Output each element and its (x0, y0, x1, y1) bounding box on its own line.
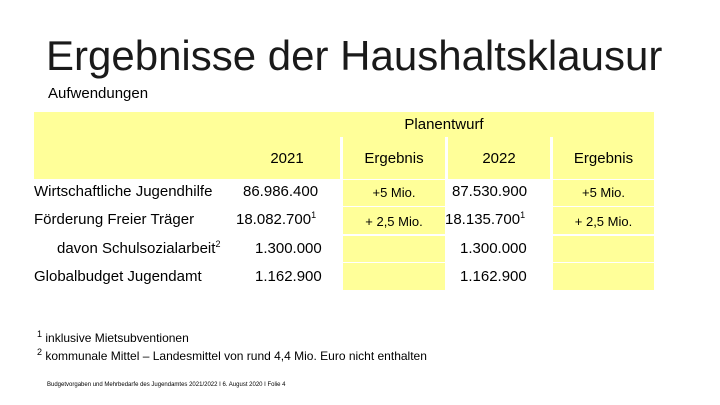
col-header-cell-2021 (234, 137, 340, 179)
footnote-mark: 1 (520, 210, 526, 220)
ergebnis-2021-row1: +5 Mio. (372, 185, 416, 200)
col-header-ergebnis-2021: Ergebnis (364, 150, 424, 167)
ergebnis-2021-row2: + 2,5 Mio. (365, 214, 423, 229)
cell-erg2022-row2 (553, 207, 654, 234)
slide-title: Ergebnisse der Haushaltsklausur (46, 32, 663, 79)
header-label-block (34, 137, 234, 179)
footnote-2: 2 kommunale Mittel – Landesmittel von ru… (37, 347, 427, 364)
value-2021-row4: 1.162.900 (255, 268, 322, 285)
col-header-2021: 2021 (270, 150, 304, 167)
value-2021-row3: 1.300.000 (255, 240, 322, 257)
cell-erg2022-row1 (553, 180, 654, 206)
row-label-globalbudget-jugendamt: Globalbudget Jugendamt (34, 268, 202, 285)
footnote-1: 1 inklusive Mietsubventionen (37, 329, 189, 346)
header-planentwurf: Planentwurf (404, 116, 484, 133)
footnote-mark: 2 (215, 239, 221, 249)
slide-subtitle: Aufwendungen (48, 85, 149, 102)
slide-footer: Budgetvorgaben und Mehrbedarfe des Jugen… (47, 382, 286, 388)
col-header-cell-2022 (448, 137, 550, 179)
value-2022-row4: 1.162.900 (460, 268, 527, 285)
header-band (34, 112, 654, 137)
cell-erg2022-row4 (553, 263, 654, 290)
col-header-2022: 2022 (482, 150, 516, 167)
value-2021-row1: 86.986.400 (243, 183, 319, 200)
row-label-foerderung-freier-traeger: Förderung Freier Träger (34, 211, 195, 228)
row-label-davon-schulsozialarbeit: davon Schulsozialarbeit2 (57, 239, 221, 258)
footnote-mark: 1 (311, 210, 317, 220)
cell-erg2022-row3 (553, 236, 654, 262)
ergebnis-2022-row2: + 2,5 Mio. (574, 214, 633, 229)
value-2022-row3: 1.300.000 (460, 240, 527, 257)
cell-erg2021-row2 (343, 207, 445, 234)
cell-erg2021-row4 (343, 263, 445, 290)
cell-erg2021-row3 (343, 236, 445, 262)
value-2021-row2: 18.082.7001 (236, 210, 317, 229)
cell-erg2021-row1 (343, 180, 445, 206)
col-header-cell-ergebnis-2021 (343, 137, 445, 179)
ergebnis-2022-row1: +5 Mio. (582, 185, 625, 200)
value-2022-row1: 87.530.900 (452, 183, 528, 200)
row-label-wirtschaftliche-jugendhilfe: Wirtschaftliche Jugendhilfe (34, 183, 213, 200)
value-2022-row2: 18.135.7001 (445, 210, 526, 229)
col-header-cell-ergebnis-2022 (553, 137, 654, 179)
col-header-ergebnis-2022: Ergebnis (573, 150, 634, 167)
